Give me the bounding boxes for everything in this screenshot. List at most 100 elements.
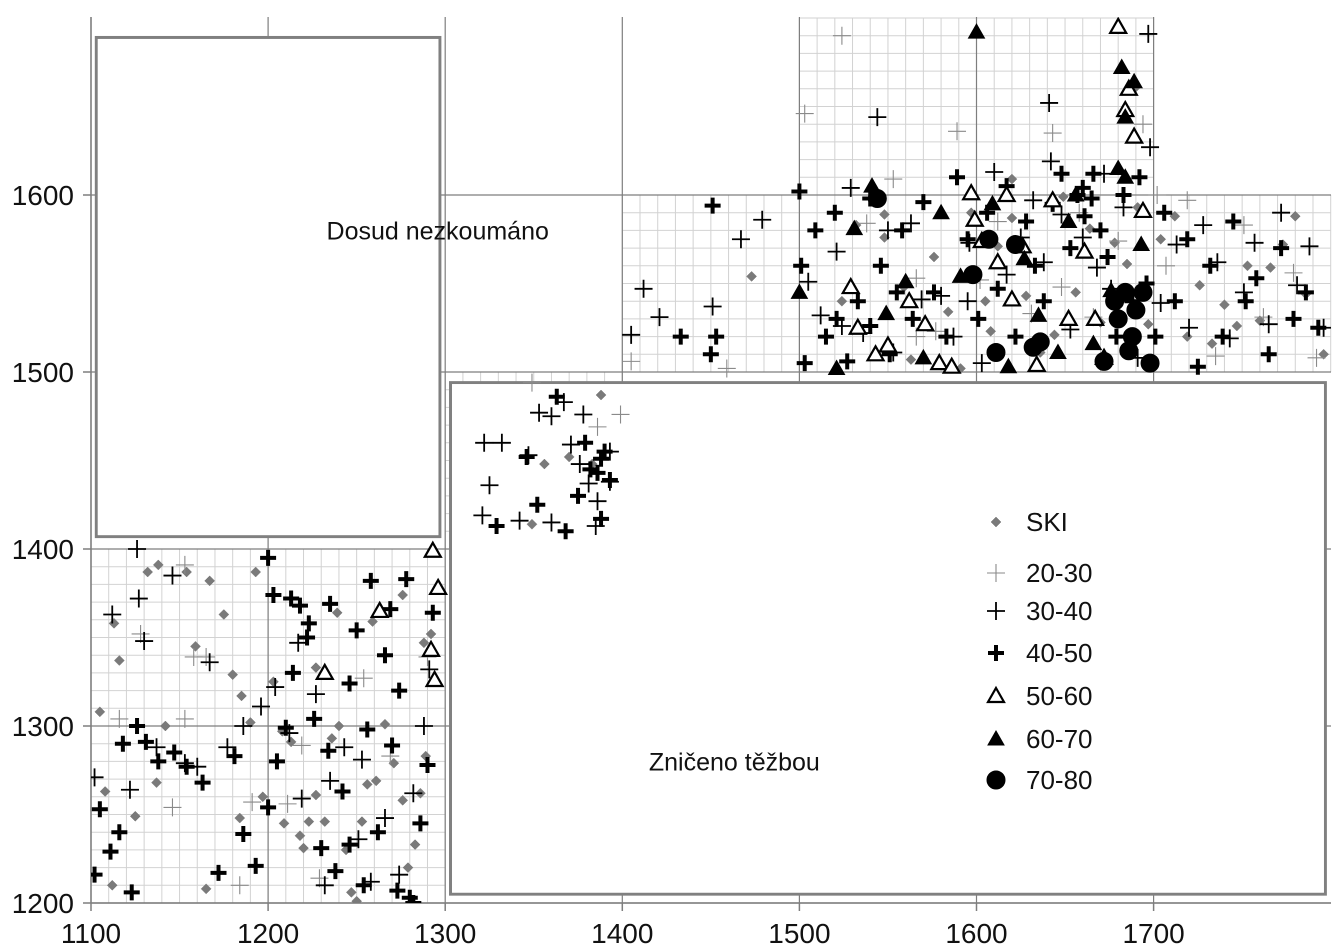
point-40-50-79 [915, 194, 932, 211]
y-axis: 1200 1300 1400 1500 1600 [12, 180, 91, 919]
point-40-50-122 [888, 284, 905, 301]
point-30-40-4 [135, 632, 154, 651]
legend-marker-2 [987, 602, 1005, 620]
point-SKI-44 [234, 812, 246, 824]
point-30-40-83 [1180, 318, 1199, 337]
point-60-70-2 [845, 219, 864, 236]
series-30-40 [91, 24, 1331, 895]
point-SKI-55 [595, 389, 607, 401]
point-40-50-11 [226, 748, 243, 765]
y-tick-label-2: 1400 [12, 534, 74, 565]
point-30-40-51 [703, 297, 722, 316]
point-40-50-50 [488, 517, 505, 534]
point-SKI-73 [1070, 286, 1082, 298]
point-40-50-13 [247, 857, 264, 874]
point-30-40-54 [799, 272, 818, 291]
point-SKI-71 [1049, 329, 1060, 341]
point-SKI-19 [303, 816, 315, 827]
point-50-60-19 [1026, 354, 1047, 373]
point-SKI-17 [294, 830, 306, 842]
point-SKI-40 [129, 810, 141, 822]
point-40-50-101 [1115, 187, 1132, 203]
point-SKI-14 [268, 676, 279, 688]
point-SKI-7 [204, 575, 216, 587]
region-box-0 [94, 35, 442, 539]
point-SKI-68 [1006, 212, 1018, 224]
point-40-50-30 [376, 647, 393, 664]
point-SKI-89 [1265, 262, 1276, 273]
point-SKI-95 [879, 209, 890, 220]
point-SKI-97 [985, 325, 997, 337]
point-40-50-75 [872, 257, 889, 274]
point-30-40-44 [473, 506, 492, 525]
point-30-40-95 [958, 292, 977, 311]
point-20-30-41 [1307, 348, 1326, 367]
point-40-50-124 [1074, 179, 1091, 196]
point-40-50-33 [398, 571, 415, 588]
x-axis: 1100 1200 1300 1400 1500 1600 1700 [61, 903, 1185, 949]
point-20-30-16 [588, 417, 607, 436]
point-SKI-48 [367, 616, 378, 627]
series-40-50 [91, 165, 1327, 903]
point-SKI-49 [397, 589, 409, 601]
point-60-70-12 [1015, 249, 1034, 266]
point-70-80-15 [1119, 341, 1139, 361]
point-40-50-53 [548, 388, 565, 405]
point-50-60-29 [964, 209, 985, 227]
point-40-50-103 [1131, 169, 1148, 186]
point-20-30-28 [988, 212, 1007, 231]
point-40-50-41 [341, 675, 358, 692]
point-30-40-12 [252, 697, 271, 716]
point-20-30-5 [230, 876, 249, 895]
point-SKI-74 [1084, 223, 1096, 234]
point-30-40-0 [91, 768, 104, 787]
point-20-30-4 [197, 647, 216, 666]
point-30-40-45 [542, 513, 561, 532]
point-SKI-11 [245, 717, 256, 728]
point-40-50-77 [894, 222, 911, 239]
point-70-80-2 [979, 229, 999, 249]
point-40-50-64 [702, 346, 719, 363]
point-20-30-15 [522, 373, 541, 392]
point-60-70-16 [1084, 334, 1103, 351]
point-30-40-72 [1040, 93, 1059, 112]
point-40-50-52 [529, 496, 546, 513]
point-60-70-11 [999, 357, 1018, 374]
point-SKI-28 [361, 779, 373, 790]
point-50-60-9 [878, 335, 898, 353]
x-tick-label-4: 1500 [768, 918, 830, 949]
point-60-70-15 [1066, 185, 1085, 202]
point-40-50-72 [839, 353, 856, 370]
point-SKI-72 [1057, 191, 1069, 203]
point-60-70-10 [983, 194, 1002, 211]
point-SKI-69 [1020, 290, 1032, 302]
point-20-30-37 [1206, 347, 1225, 366]
point-40-50-48 [300, 615, 317, 632]
series-20-30 [110, 26, 1326, 895]
point-60-70-4 [877, 304, 896, 321]
point-30-40-5 [147, 738, 166, 757]
point-40-50-31 [384, 737, 401, 754]
point-SKI-47 [331, 607, 343, 619]
point-40-50-71 [828, 310, 845, 327]
point-40-50-68 [796, 355, 813, 372]
point-SKI-5 [181, 566, 192, 578]
point-40-50-6 [150, 753, 167, 770]
point-40-50-2 [111, 824, 128, 841]
point-SKI-41 [151, 777, 162, 788]
point-70-80-6 [1030, 332, 1050, 352]
point-SKI-27 [356, 816, 368, 827]
point-SKI-79 [1142, 318, 1154, 330]
point-40-50-12 [235, 825, 252, 842]
point-30-40-37 [561, 435, 580, 454]
point-50-60-1 [369, 600, 390, 619]
point-50-60-0 [314, 662, 335, 681]
point-40-50-46 [401, 889, 418, 903]
point-30-40-30 [480, 476, 499, 495]
point-70-80-7 [1094, 351, 1114, 371]
point-30-40-56 [827, 242, 846, 261]
point-30-40-1 [103, 605, 122, 624]
point-SKI-25 [345, 887, 357, 898]
point-40-50-58 [589, 464, 606, 481]
point-40-50-43 [389, 882, 406, 899]
